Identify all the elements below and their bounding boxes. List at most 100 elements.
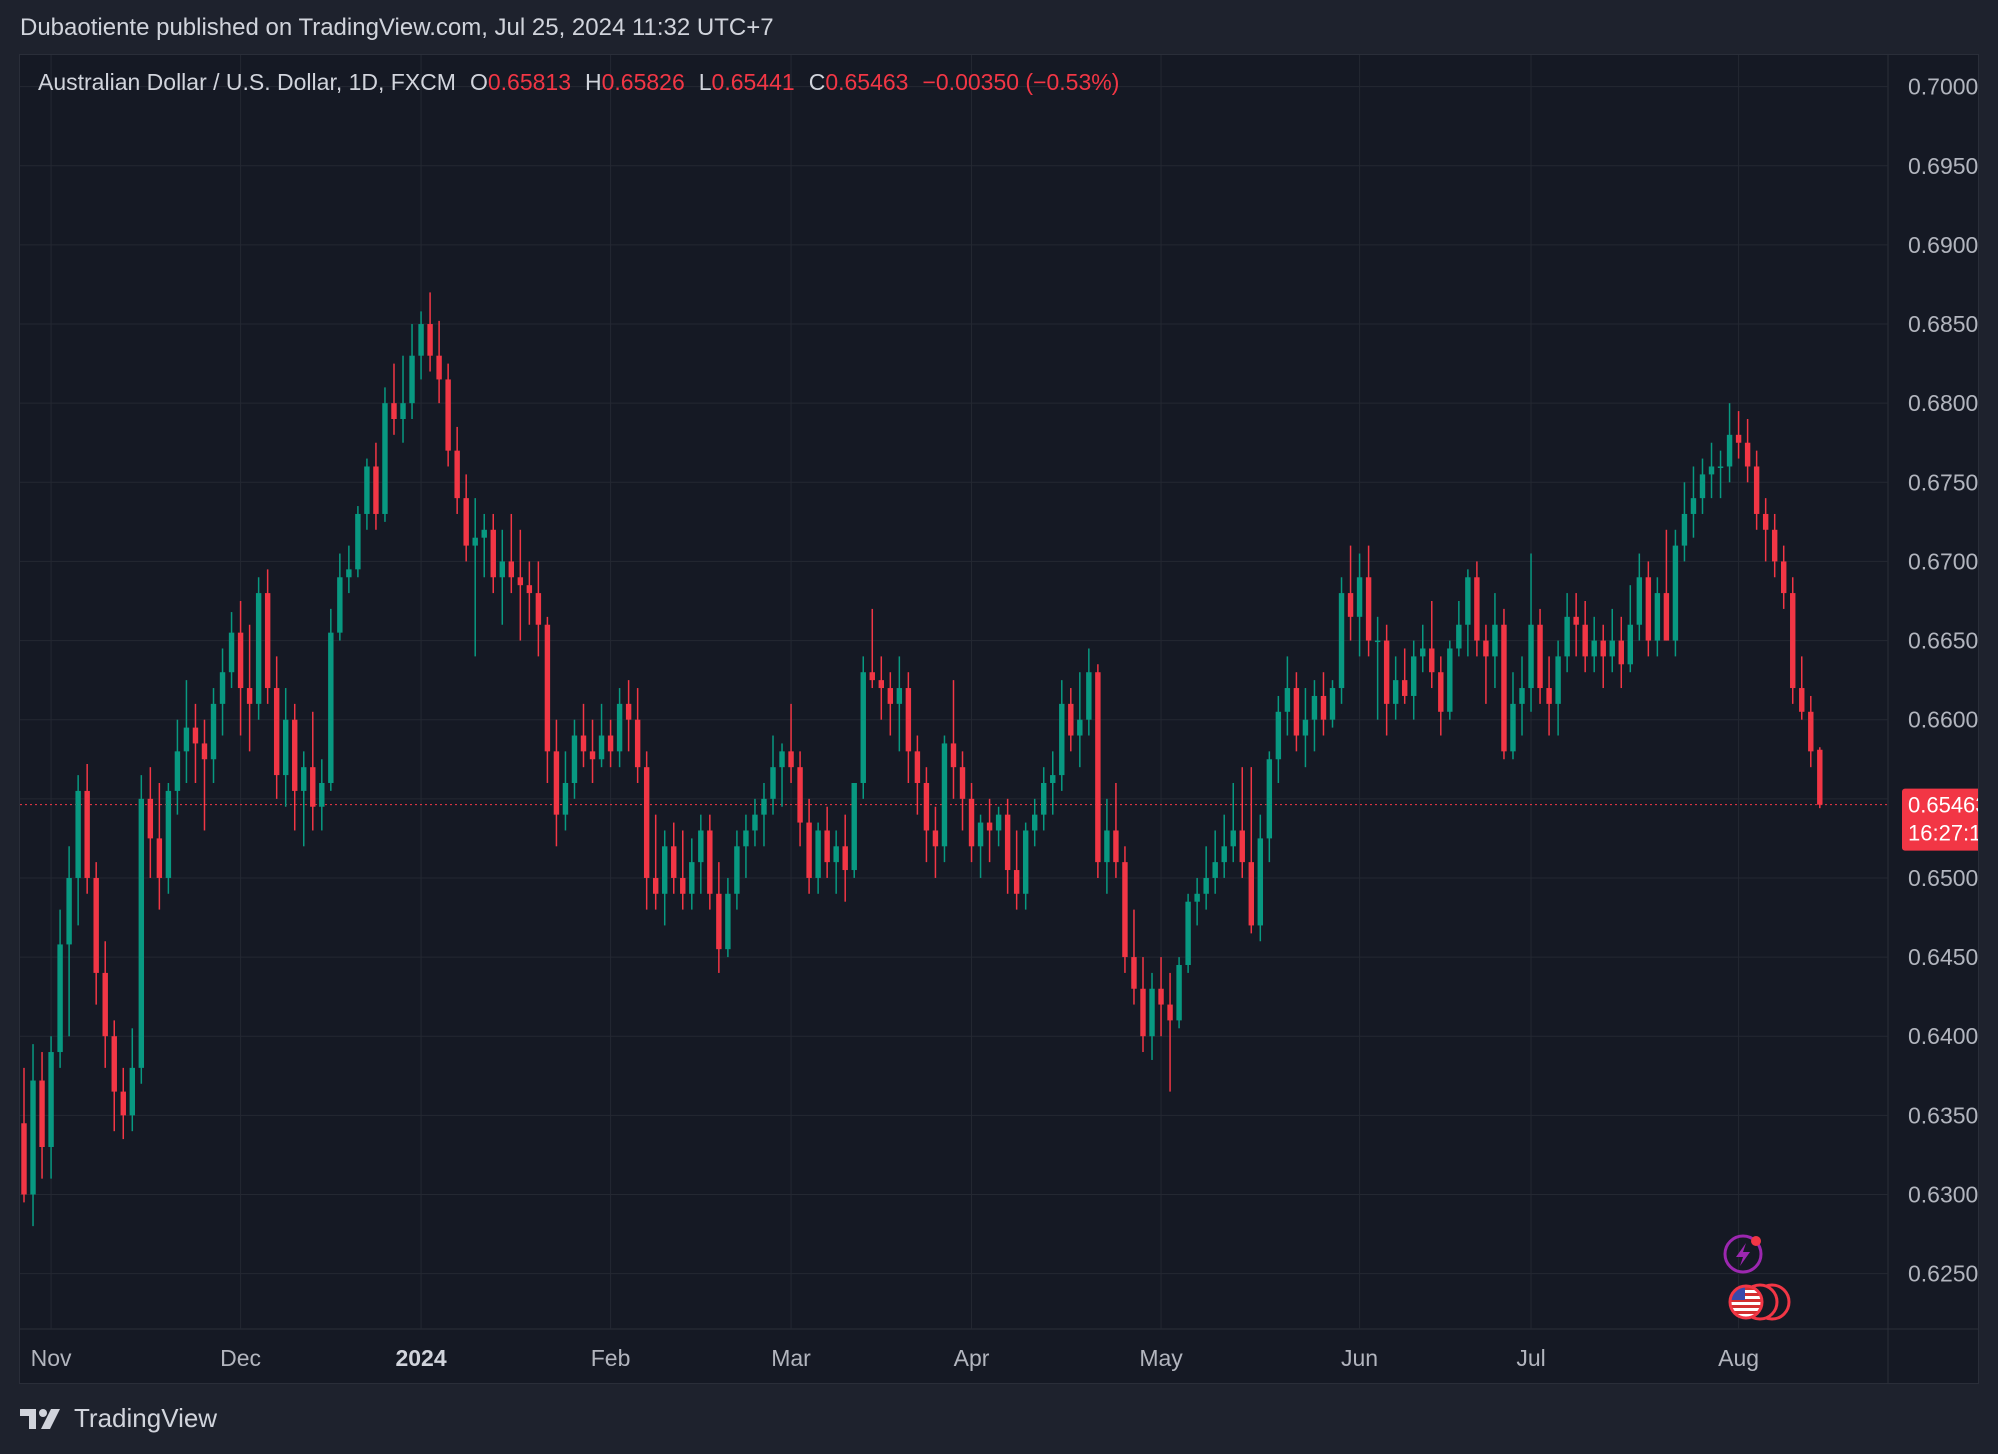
candle: [1492, 593, 1498, 689]
candle-body: [409, 355, 415, 404]
candle: [950, 680, 957, 799]
candle-body: [1059, 703, 1065, 776]
candle: [860, 656, 866, 799]
candle: [111, 1020, 117, 1132]
candle-body: [887, 688, 894, 704]
candle-body: [1817, 749, 1823, 805]
candle-body: [1311, 695, 1318, 720]
open-value: 0.65813: [487, 69, 571, 95]
price-badge-box: [1902, 788, 1978, 851]
candle-body: [1438, 672, 1444, 712]
candle-body: [301, 767, 307, 791]
candle: [689, 838, 695, 910]
high-key: H: [584, 69, 602, 95]
candle-body: [1519, 688, 1525, 704]
symbol-name[interactable]: Australian Dollar / U.S. Dollar, 1D, FXC…: [38, 69, 456, 95]
candle-body: [1456, 624, 1462, 649]
candle: [707, 814, 713, 910]
candle-body: [1636, 577, 1643, 625]
tradingview-logo[interactable]: TradingView: [20, 1403, 217, 1434]
candle: [282, 688, 289, 807]
candle-body: [1546, 688, 1552, 704]
candle-body: [1140, 988, 1146, 1037]
candle-body: [589, 751, 596, 760]
candle: [1555, 640, 1561, 736]
candle: [1176, 957, 1182, 1029]
candle: [1113, 783, 1119, 878]
candle: [824, 806, 830, 878]
candle-body: [1050, 775, 1056, 783]
candle: [1474, 561, 1480, 657]
candle-body: [210, 703, 217, 760]
candle-body: [643, 767, 650, 878]
candle-body: [427, 324, 433, 356]
candle: [292, 703, 298, 831]
candle: [968, 783, 975, 863]
candle-body: [941, 743, 948, 847]
candle: [625, 680, 632, 752]
candle-body: [770, 767, 776, 799]
candle: [1663, 529, 1670, 641]
time-axis[interactable]: Nov Dec 2024 Feb Mar Apr May Jun Jul Aug: [31, 1345, 1759, 1371]
candle: [1356, 553, 1363, 657]
candle: [932, 806, 939, 878]
candle: [1726, 403, 1733, 483]
candle-body: [824, 830, 830, 863]
y-tick-label: 0.62500: [1908, 1261, 1979, 1287]
candle-body: [598, 735, 605, 760]
candle-body: [1374, 640, 1381, 643]
candle: [1600, 624, 1606, 689]
candle-body: [977, 822, 984, 847]
candle: [734, 830, 740, 910]
candle-body: [418, 324, 424, 356]
candle-body: [1293, 688, 1300, 736]
candle: [752, 798, 758, 847]
candle-body: [1329, 688, 1336, 720]
candle-body: [526, 585, 533, 594]
candle-body: [1041, 783, 1047, 815]
candle: [1221, 814, 1227, 878]
event-markers[interactable]: [1723, 1234, 1791, 1321]
candle-body: [1086, 672, 1092, 720]
candle: [1627, 585, 1634, 673]
candle-body: [860, 672, 866, 783]
candle: [174, 719, 181, 815]
candle-body: [959, 767, 966, 799]
symbol-legend[interactable]: Australian Dollar / U.S. Dollar, 1D, FXC…: [38, 69, 1119, 96]
candle-body: [292, 719, 298, 791]
us-flag-icon[interactable]: [1728, 1283, 1791, 1321]
candle-body: [905, 688, 912, 752]
candle: [1050, 751, 1056, 815]
candle-body: [219, 672, 226, 704]
candle-body: [391, 403, 397, 419]
candle-body: [923, 783, 930, 831]
candle-body: [1122, 862, 1128, 958]
candle: [941, 735, 948, 863]
last-price-badge: 0.65463 16:27:12: [1902, 788, 1978, 851]
candle: [634, 688, 641, 783]
candle-body: [652, 877, 659, 894]
candle-body: [1068, 703, 1074, 736]
candle: [815, 822, 821, 894]
candle-body: [662, 846, 668, 894]
lightning-icon[interactable]: [1723, 1234, 1763, 1274]
candle-body: [1600, 640, 1606, 657]
candle: [1158, 957, 1164, 1037]
candle: [1013, 830, 1020, 910]
candle: [842, 814, 848, 902]
x-tick-label: 2024: [395, 1345, 446, 1371]
candle: [1122, 846, 1128, 973]
candle: [1609, 608, 1615, 673]
candle-body: [986, 822, 993, 831]
candle-body: [192, 727, 199, 744]
candle: [445, 363, 451, 467]
x-tick-label: Apr: [954, 1345, 990, 1371]
candle: [490, 513, 496, 594]
candle: [553, 719, 560, 847]
candle-body: [1194, 893, 1200, 902]
